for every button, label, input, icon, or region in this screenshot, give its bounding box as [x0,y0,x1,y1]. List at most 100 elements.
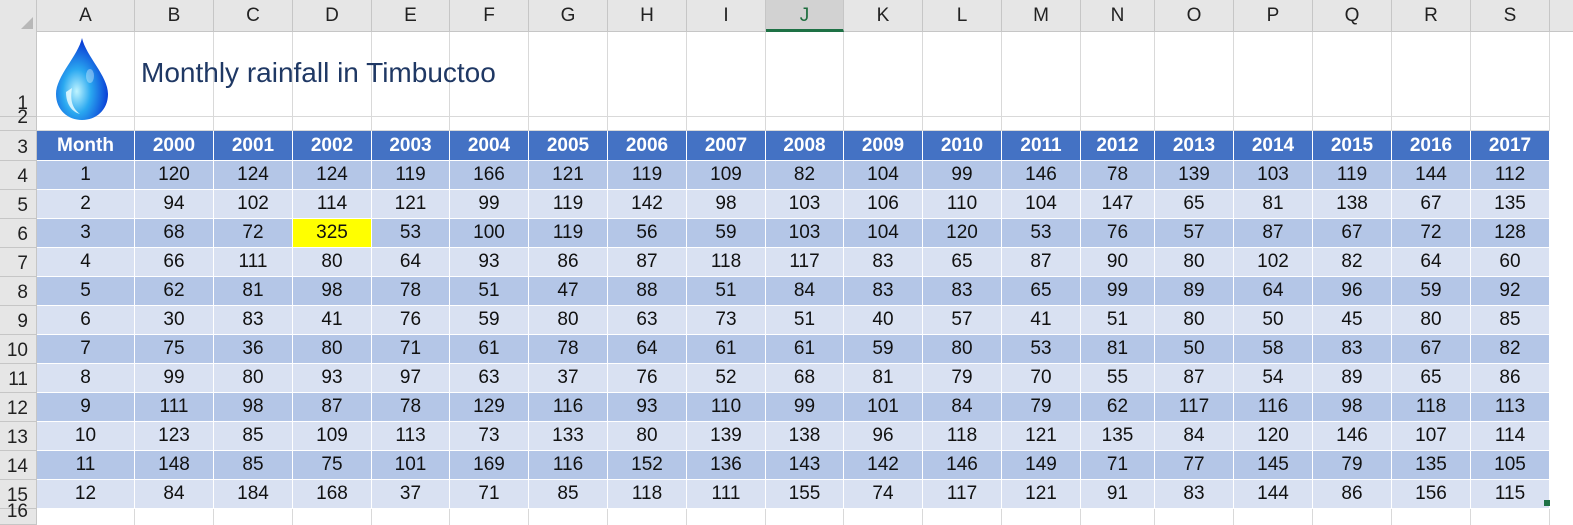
table-cell[interactable]: 80 [608,422,687,451]
table-cell[interactable]: 62 [1081,393,1155,422]
table-cell[interactable]: 143 [766,451,844,480]
table-cell[interactable]: 82 [766,161,844,190]
table-cell[interactable]: 37 [529,364,608,393]
table-cell[interactable]: 75 [135,335,214,364]
table-cell[interactable]: 41 [293,306,372,335]
table-cell[interactable]: 156 [1392,480,1471,509]
table-cell[interactable]: 99 [1081,277,1155,306]
table-cell[interactable]: 148 [135,451,214,480]
table-cell[interactable]: 59 [1392,277,1471,306]
table-cell[interactable]: 101 [844,393,923,422]
table-cell[interactable]: 142 [608,190,687,219]
table-cell[interactable]: 117 [766,248,844,277]
table-cell[interactable]: 78 [1081,161,1155,190]
table-cell[interactable]: 144 [1234,480,1313,509]
table-cell[interactable]: 99 [450,190,529,219]
table-cell[interactable]: 75 [293,451,372,480]
table-header-cell[interactable]: 2014 [1234,131,1313,161]
table-cell[interactable]: 88 [608,277,687,306]
table-cell[interactable]: 91 [1081,480,1155,509]
table-cell[interactable]: 83 [214,306,293,335]
column-header-d[interactable]: D [293,0,372,31]
table-header-cell[interactable]: 2001 [214,131,293,161]
table-cell[interactable]: 117 [923,480,1002,509]
row-header-4[interactable]: 4 [0,161,37,190]
table-cell[interactable]: 61 [766,335,844,364]
table-cell[interactable]: 98 [214,393,293,422]
table-cell[interactable]: 86 [1313,480,1392,509]
table-cell[interactable]: 135 [1392,451,1471,480]
row-header-7[interactable]: 7 [0,248,37,277]
table-cell[interactable]: 83 [1313,335,1392,364]
table-cell[interactable]: 80 [529,306,608,335]
row-header-13[interactable]: 13 [0,422,37,451]
table-cell[interactable]: 53 [1002,219,1081,248]
table-cell[interactable]: 51 [1081,306,1155,335]
column-header-s[interactable]: S [1471,0,1550,31]
table-cell[interactable]: 133 [529,422,608,451]
table-cell[interactable]: 146 [1313,422,1392,451]
table-cell[interactable]: 68 [135,219,214,248]
table-cell[interactable]: 81 [1081,335,1155,364]
table-cell[interactable]: 60 [1471,248,1550,277]
column-header-h[interactable]: H [608,0,687,31]
table-cell[interactable]: 63 [608,306,687,335]
table-cell[interactable]: 78 [372,277,450,306]
table-cell[interactable]: 84 [135,480,214,509]
fill-handle[interactable] [1544,500,1550,506]
table-cell[interactable]: 37 [372,480,450,509]
table-cell[interactable]: 50 [1234,306,1313,335]
column-header-q[interactable]: Q [1313,0,1392,31]
table-cell[interactable]: 58 [1234,335,1313,364]
table-cell[interactable]: 119 [1313,161,1392,190]
table-cell[interactable]: 119 [529,219,608,248]
row-header-3[interactable]: 3 [0,131,37,161]
table-cell[interactable]: 135 [1471,190,1550,219]
table-cell[interactable]: 101 [372,451,450,480]
table-cell[interactable]: 89 [1313,364,1392,393]
table-cell[interactable]: 71 [450,480,529,509]
table-cell[interactable]: 168 [293,480,372,509]
table-cell[interactable]: 57 [1155,219,1234,248]
table-cell[interactable]: 184 [214,480,293,509]
table-cell[interactable]: 105 [1471,451,1550,480]
table-cell[interactable]: 52 [687,364,766,393]
table-header-cell[interactable]: 2013 [1155,131,1234,161]
table-cell[interactable]: 59 [450,306,529,335]
table-cell[interactable]: 110 [923,190,1002,219]
table-cell[interactable]: 87 [293,393,372,422]
table-cell[interactable]: 68 [766,364,844,393]
row-header-6[interactable]: 6 [0,219,37,248]
table-cell[interactable]: 98 [293,277,372,306]
table-cell[interactable]: 119 [608,161,687,190]
table-cell[interactable]: 96 [1313,277,1392,306]
table-cell[interactable]: 64 [1234,277,1313,306]
table-cell[interactable]: 36 [214,335,293,364]
table-cell[interactable]: 99 [923,161,1002,190]
row-header-8[interactable]: 8 [0,277,37,306]
table-cell[interactable]: 61 [450,335,529,364]
row-header-15[interactable]: 15 [0,480,37,509]
table-header-cell[interactable]: 2010 [923,131,1002,161]
table-cell[interactable]: 112 [1471,161,1550,190]
table-cell[interactable]: 65 [1392,364,1471,393]
table-cell[interactable]: 41 [1002,306,1081,335]
table-cell[interactable]: 120 [135,161,214,190]
table-cell[interactable]: 74 [844,480,923,509]
table-cell[interactable]: 155 [766,480,844,509]
table-cell[interactable]: 145 [1234,451,1313,480]
table-cell[interactable]: 139 [1155,161,1234,190]
column-header-p[interactable]: P [1234,0,1313,31]
table-cell[interactable]: 116 [529,393,608,422]
table-cell[interactable]: 138 [766,422,844,451]
table-cell[interactable]: 142 [844,451,923,480]
table-cell[interactable]: 67 [1392,335,1471,364]
table-cell[interactable]: 80 [293,335,372,364]
table-cell[interactable]: 83 [1155,480,1234,509]
row-header-16[interactable]: 16 [0,501,37,525]
column-header-n[interactable]: N [1081,0,1155,31]
table-cell[interactable]: 4 [37,248,135,277]
table-cell[interactable]: 98 [1313,393,1392,422]
table-cell[interactable]: 129 [450,393,529,422]
table-cell[interactable]: 79 [923,364,1002,393]
